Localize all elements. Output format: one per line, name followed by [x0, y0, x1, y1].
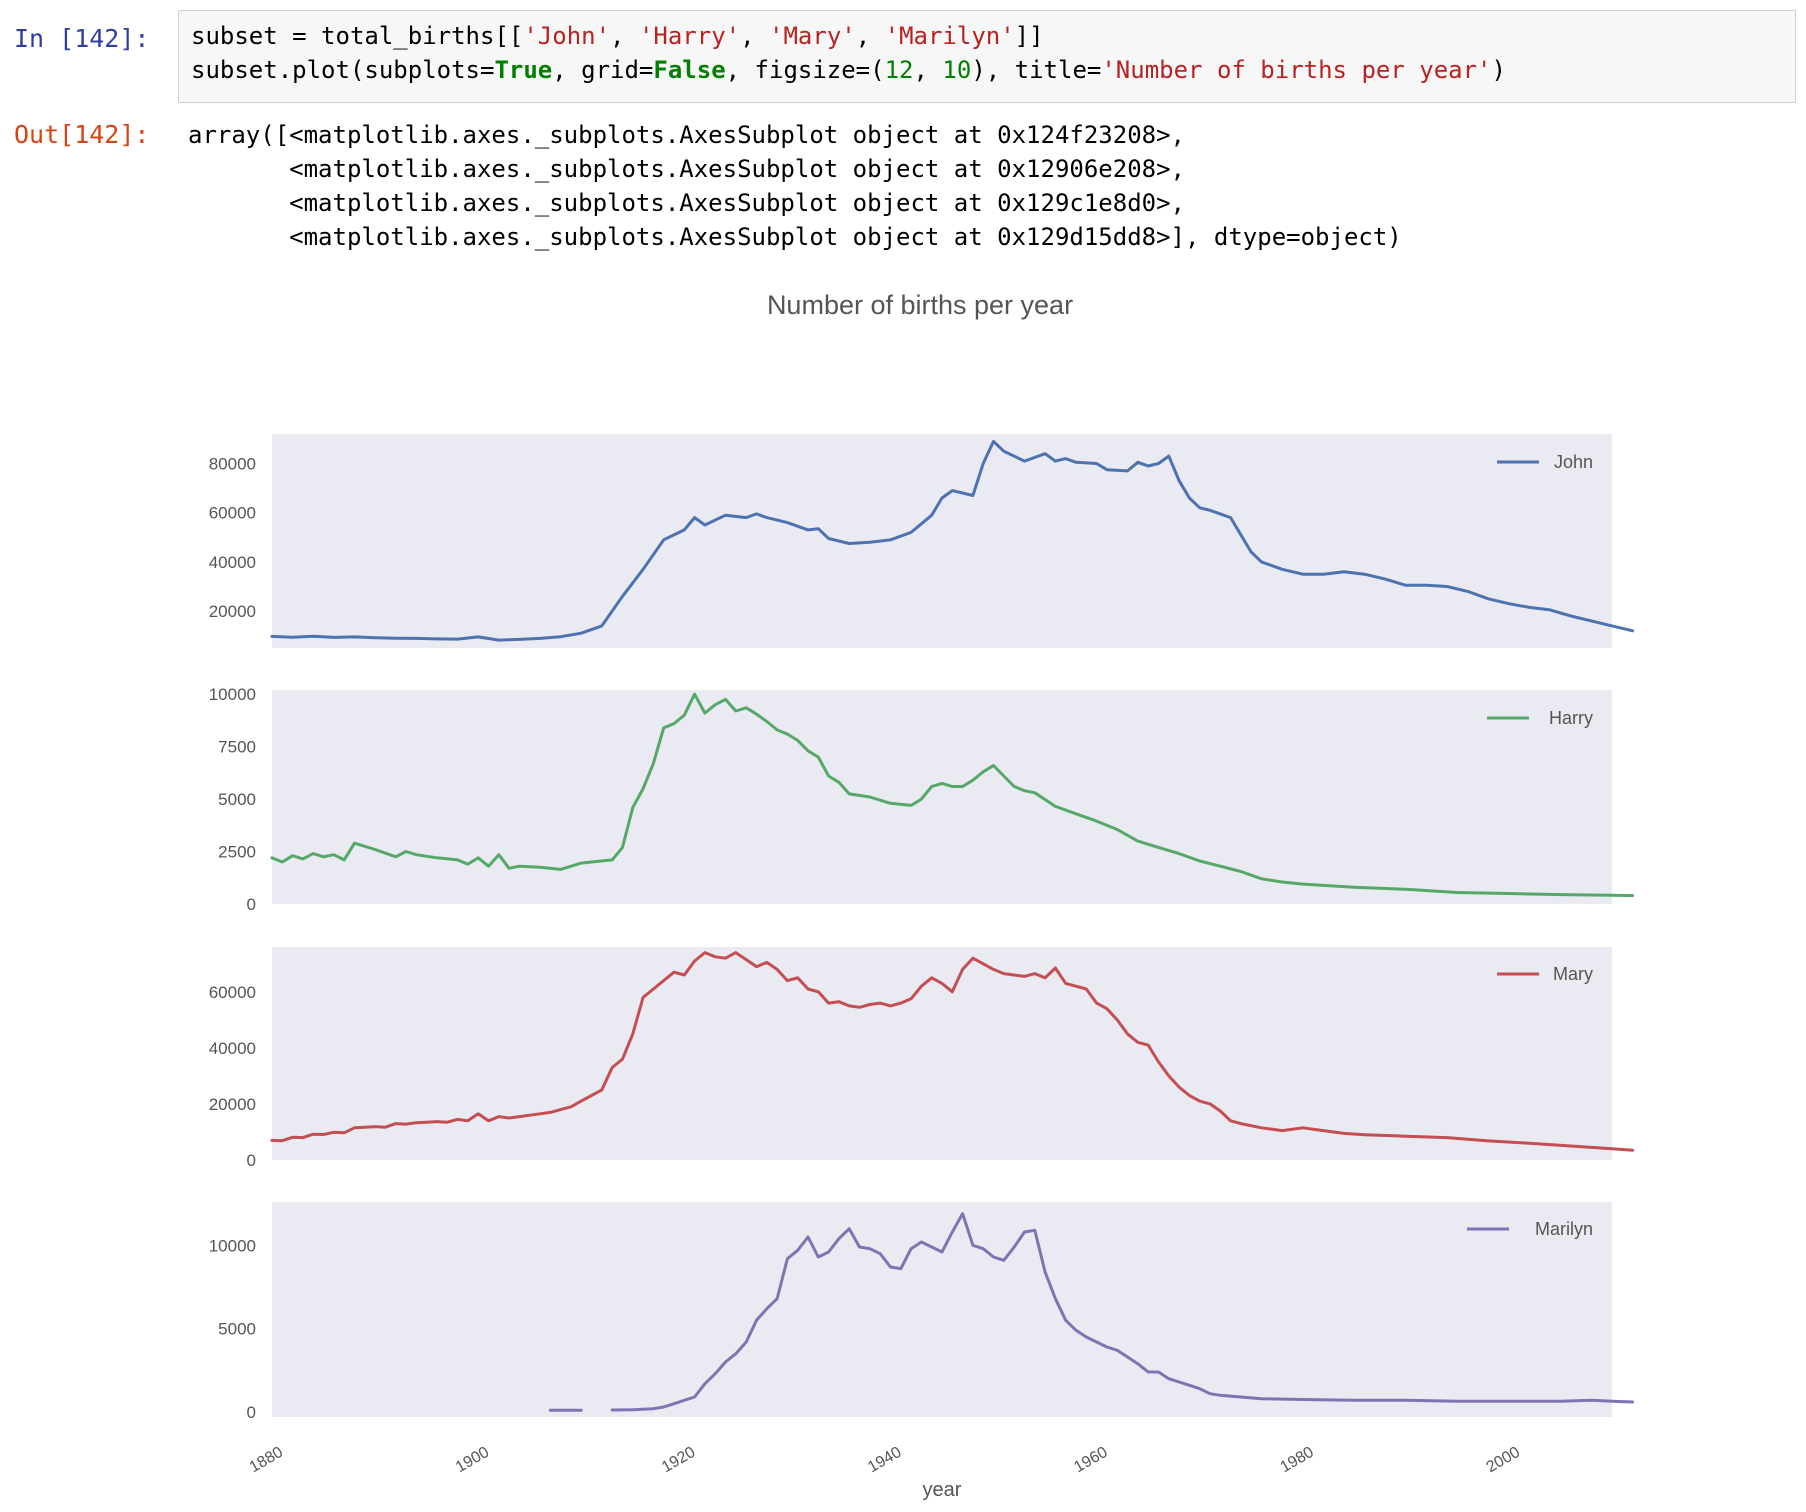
- y-tick-label: 7500: [218, 738, 256, 757]
- x-tick-label: 1900: [453, 1444, 492, 1477]
- chart-title: Number of births per year: [767, 290, 1073, 320]
- code-token: ), title=: [971, 56, 1102, 84]
- series-line-marilyn: [548, 1212, 1635, 1412]
- x-tick-label: 1960: [1071, 1444, 1110, 1477]
- legend-label: John: [1554, 452, 1593, 472]
- code-token: ]]: [1014, 22, 1044, 50]
- string-literal: 'John': [523, 22, 611, 50]
- y-tick-label: 60000: [209, 504, 256, 523]
- y-tick-label: 20000: [209, 1095, 256, 1114]
- x-tick-label: 1920: [659, 1444, 698, 1477]
- legend-label: Mary: [1553, 964, 1593, 984]
- number-literal: 10: [942, 56, 972, 84]
- code-token: ,: [740, 22, 770, 50]
- string-literal: 'Mary': [769, 22, 856, 50]
- output-text: array([<matplotlib.axes._subplots.AxesSu…: [188, 118, 1402, 254]
- output-prompt: Out[142]:: [14, 120, 150, 149]
- subplot-background: [272, 947, 1612, 1160]
- series-line-john: [270, 439, 1635, 642]
- y-tick-label: 5000: [218, 790, 256, 809]
- x-tick-label: 1980: [1277, 1444, 1316, 1477]
- series-line-harry: [270, 692, 1635, 898]
- y-tick-label: 40000: [209, 553, 256, 572]
- keyword-token: False: [653, 56, 726, 84]
- code-token: subset.plot(subplots=: [191, 56, 495, 84]
- output-line: array([<matplotlib.axes._subplots.AxesSu…: [188, 121, 1185, 149]
- y-tick-label: 0: [247, 1403, 256, 1422]
- y-tick-label: 20000: [209, 602, 256, 621]
- output-line: <matplotlib.axes._subplots.AxesSubplot o…: [188, 155, 1185, 183]
- code-token: = total_births[[: [277, 22, 524, 50]
- legend-label: Harry: [1549, 708, 1593, 728]
- code-token: ): [1491, 56, 1506, 84]
- input-prompt: In [142]:: [14, 24, 150, 53]
- y-tick-label: 10000: [209, 1236, 256, 1255]
- string-literal: 'Harry': [638, 22, 741, 50]
- code-token: , grid=: [552, 56, 654, 84]
- output-line: <matplotlib.axes._subplots.AxesSubplot o…: [188, 223, 1402, 251]
- code-token: , figsize=(: [725, 56, 885, 84]
- code-token: ,: [855, 22, 885, 50]
- x-axis-label: year: [923, 1479, 962, 1501]
- y-tick-label: 80000: [209, 455, 256, 474]
- y-tick-label: 5000: [218, 1320, 256, 1339]
- code-token: ,: [913, 56, 943, 84]
- code-input-area[interactable]: subset = total_births[['John', 'Harry' , …: [178, 10, 1796, 103]
- y-tick-label: 60000: [209, 983, 256, 1002]
- subplot-background: [272, 690, 1612, 904]
- y-tick-label: 10000: [209, 685, 256, 704]
- y-tick-label: 40000: [209, 1039, 256, 1058]
- code-token: subset: [191, 22, 278, 50]
- keyword-token: True: [494, 56, 553, 84]
- subplot-background: [272, 434, 1612, 648]
- output-line: <matplotlib.axes._subplots.AxesSubplot o…: [188, 189, 1185, 217]
- string-literal: 'Number of births per year': [1101, 56, 1492, 84]
- x-tick-label: 2000: [1484, 1444, 1523, 1477]
- code-line-2: subset.plot(subplots=True, grid=False, f…: [191, 53, 1506, 87]
- code-line-1: subset = total_births[['John', 'Harry', …: [191, 19, 1044, 53]
- series-line-mary: [270, 951, 1635, 1152]
- y-tick-label: 0: [247, 895, 256, 914]
- y-tick-label: 2500: [218, 843, 256, 862]
- y-tick-label: 0: [247, 1151, 256, 1170]
- number-literal: 12: [884, 56, 914, 84]
- x-tick-label: 1940: [865, 1444, 904, 1477]
- subplot-background: [272, 1202, 1612, 1417]
- string-literal: 'Marilyn': [884, 22, 1015, 50]
- code-token: ,: [610, 22, 639, 50]
- legend-label: Marilyn: [1535, 1219, 1593, 1239]
- x-tick-label: 1880: [247, 1444, 286, 1477]
